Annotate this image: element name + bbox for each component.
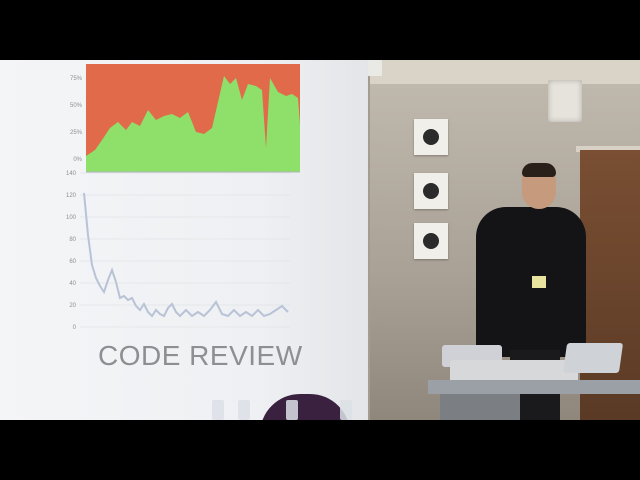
- letterbox-bottom: [0, 420, 640, 480]
- desk-support: [440, 394, 520, 420]
- projection-screen: 75% 50% 25% 0% 140 120: [0, 60, 368, 420]
- bottom-tick-label: 140: [66, 171, 77, 177]
- desk: [428, 380, 640, 394]
- bottom-tick-label: 100: [66, 215, 77, 221]
- door: [580, 150, 640, 420]
- laptop: [562, 343, 624, 373]
- slide-charts: 75% 50% 25% 0% 140 120: [66, 64, 300, 331]
- letterbox-top: [0, 0, 640, 60]
- series-line: [83, 192, 289, 318]
- poster-2: [414, 173, 448, 209]
- top-tick-label: 25%: [70, 130, 83, 136]
- presenter-torso: [476, 207, 586, 357]
- poster-logo-icon: [423, 183, 439, 199]
- bottom-tick-label: 120: [66, 193, 77, 199]
- bottom-line-chart: 140 120 100 80 60 40 20 0: [66, 171, 290, 331]
- poster-1: [414, 119, 448, 155]
- ceiling: [370, 60, 640, 84]
- water-bottle: [286, 400, 298, 420]
- bottom-tick-label: 40: [69, 281, 76, 287]
- poster-logo-icon: [423, 129, 439, 145]
- poster-logo-icon: [423, 233, 439, 249]
- top-tick-label: 50%: [70, 103, 83, 109]
- bottom-tick-label: 80: [69, 237, 76, 243]
- door-frame: [576, 146, 640, 152]
- poster-3: [414, 223, 448, 259]
- room-scene: 75% 50% 25% 0% 140 120: [0, 60, 640, 420]
- water-glass: [340, 400, 352, 420]
- water-glass: [212, 400, 224, 420]
- top-tick-label: 0%: [73, 157, 82, 163]
- presenter-hair: [522, 163, 556, 177]
- bottom-tick-label: 20: [69, 303, 76, 309]
- water-glass: [238, 400, 250, 420]
- top-tick-label: 75%: [70, 76, 83, 82]
- bottom-tick-label: 0: [73, 325, 77, 331]
- bottom-tick-label: 60: [69, 259, 76, 265]
- wall-speaker: [548, 80, 582, 122]
- area-green-region: [86, 76, 300, 172]
- top-area-chart: 75% 50% 25% 0%: [70, 64, 300, 173]
- slide-title: CODE REVIEW: [98, 340, 303, 371]
- name-badge: [532, 276, 546, 288]
